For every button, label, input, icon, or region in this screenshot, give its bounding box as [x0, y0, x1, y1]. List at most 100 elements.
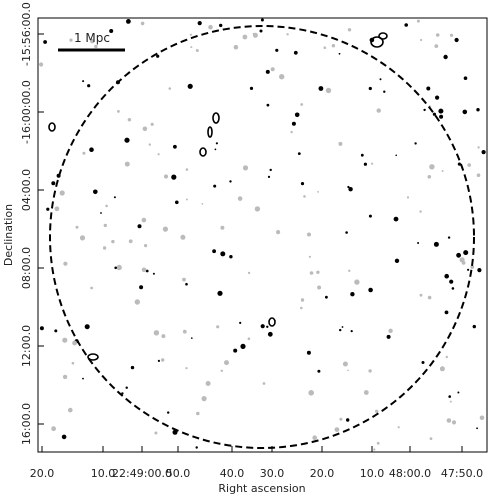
- source: [269, 168, 272, 172]
- y-tick-label: 16:00.0: [20, 403, 33, 445]
- source: [267, 175, 271, 178]
- source: [208, 24, 213, 30]
- source: [447, 236, 451, 239]
- source: [140, 21, 145, 26]
- source: [316, 270, 320, 274]
- source: [39, 62, 44, 67]
- source: [476, 108, 480, 112]
- source: [229, 255, 233, 259]
- source: [43, 40, 47, 44]
- source: [348, 187, 353, 192]
- source: [141, 217, 147, 223]
- source: [342, 361, 348, 367]
- source: [467, 268, 470, 271]
- source: [219, 23, 223, 28]
- source: [233, 348, 238, 353]
- source: [291, 121, 296, 126]
- source: [220, 369, 223, 372]
- source: [75, 225, 79, 229]
- source: [254, 206, 261, 212]
- source: [454, 37, 459, 43]
- source: [308, 255, 311, 258]
- source: [309, 271, 314, 275]
- source: [157, 359, 160, 362]
- source: [260, 324, 265, 329]
- contour: [207, 126, 213, 138]
- source: [214, 148, 217, 151]
- source: [294, 112, 300, 118]
- source: [127, 118, 132, 122]
- source: [242, 34, 248, 40]
- source: [113, 196, 116, 199]
- source: [331, 44, 336, 48]
- source: [201, 396, 207, 402]
- source: [61, 434, 67, 440]
- source: [404, 23, 409, 27]
- source: [220, 251, 226, 257]
- x-tick-label: 20.0: [310, 467, 335, 480]
- source: [148, 143, 151, 146]
- contour: [48, 122, 56, 132]
- x-tick-label: 10.0: [91, 467, 116, 480]
- source: [89, 147, 94, 152]
- source: [62, 374, 68, 380]
- contours: [48, 32, 388, 361]
- source: [124, 161, 130, 167]
- source: [429, 437, 433, 440]
- y-tick-label: -16:00:00.0: [20, 80, 33, 144]
- x-tick-label: 30.0: [260, 467, 285, 480]
- source: [347, 28, 352, 32]
- source: [260, 18, 264, 22]
- source: [286, 33, 289, 36]
- x-tick-label: 47:50.0: [441, 467, 483, 480]
- source: [439, 114, 444, 119]
- source: [445, 355, 448, 359]
- y-tick-label: 12:00.0: [20, 325, 33, 367]
- source: [266, 103, 270, 107]
- source: [267, 331, 273, 337]
- source: [417, 242, 420, 244]
- source: [317, 191, 319, 193]
- source: [189, 33, 192, 36]
- source: [350, 292, 355, 297]
- source: [423, 108, 426, 112]
- source: [94, 44, 98, 49]
- source: [63, 261, 68, 266]
- source: [308, 390, 315, 396]
- source: [242, 165, 249, 171]
- source: [449, 33, 454, 37]
- source: [109, 29, 114, 33]
- source: [185, 282, 188, 286]
- y-ticks: -15:56:00.0 -16:00:00.0 04:00.0 08:00.0 12:0…: [20, 2, 44, 445]
- source: [100, 212, 102, 214]
- source: [262, 382, 266, 385]
- x-axis-label: Right ascension: [218, 482, 305, 495]
- source: [323, 46, 327, 49]
- source: [463, 76, 468, 80]
- source: [46, 207, 50, 211]
- source: [103, 223, 108, 228]
- source: [279, 74, 285, 80]
- source: [205, 381, 211, 386]
- x-ticks: 20.0 10.022:49:00.050.0 40.0 30.0 20.0 10.0 48…: [30, 446, 483, 480]
- source: [152, 272, 155, 275]
- source: [39, 326, 44, 331]
- source: [185, 168, 189, 171]
- source: [201, 203, 204, 205]
- source: [134, 299, 140, 305]
- source: [383, 90, 386, 93]
- source: [406, 196, 410, 199]
- source: [300, 306, 303, 310]
- source: [79, 235, 86, 241]
- source: [477, 268, 482, 273]
- x-tick-label: 22:49:00.0: [112, 467, 172, 480]
- x-tick-label: 50.0: [166, 467, 191, 480]
- contour: [378, 32, 388, 40]
- source: [472, 324, 476, 329]
- source: [354, 279, 360, 285]
- source: [142, 126, 148, 132]
- source: [350, 330, 353, 333]
- source: [421, 361, 425, 364]
- source: [307, 232, 311, 237]
- source: [446, 418, 452, 423]
